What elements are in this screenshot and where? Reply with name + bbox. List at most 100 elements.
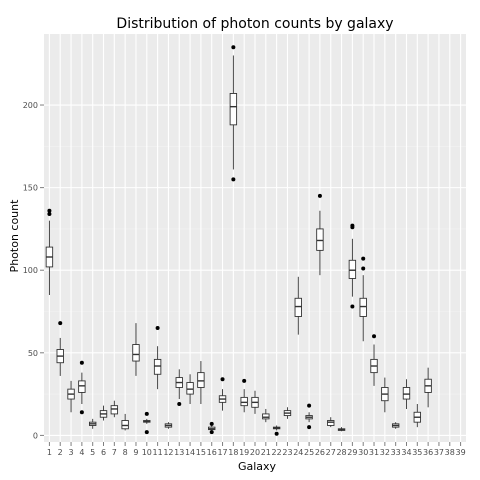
- x-tick-label: 7: [112, 448, 117, 457]
- box-iqr: [186, 382, 194, 395]
- outlier-point: [350, 304, 355, 309]
- box-series: [45, 45, 432, 436]
- outlier-point: [361, 266, 366, 271]
- box-group: [132, 323, 140, 376]
- box-group: [294, 276, 302, 335]
- x-tick-label: 21: [261, 448, 271, 457]
- outlier-point: [220, 377, 225, 382]
- box-group: [240, 378, 248, 413]
- x-tick-label: 17: [217, 448, 227, 457]
- y-tick-label: 0: [33, 431, 38, 440]
- box-group: [316, 193, 324, 276]
- outlier-point: [58, 321, 63, 326]
- x-tick-label: 11: [153, 448, 163, 457]
- outlier-point: [317, 193, 322, 198]
- box-iqr: [327, 420, 335, 426]
- outlier-point: [79, 360, 84, 365]
- x-tick-label: 6: [101, 448, 106, 457]
- box-group: [78, 360, 86, 415]
- box-iqr: [294, 297, 302, 317]
- box-group: [197, 361, 205, 405]
- outlier-point: [274, 431, 279, 436]
- box-iqr: [229, 93, 238, 126]
- outlier-point: [209, 421, 214, 426]
- box-group: [110, 400, 119, 418]
- box-group: [45, 208, 54, 295]
- x-tick-label: 16: [207, 448, 217, 457]
- box-group: [88, 418, 97, 429]
- box-iqr: [121, 420, 129, 430]
- x-tick-label: 30: [358, 448, 368, 457]
- box-group: [413, 404, 422, 428]
- outlier-point: [144, 411, 149, 416]
- box-group: [143, 411, 151, 435]
- x-axis-title: Galaxy: [238, 460, 277, 473]
- x-tick-label: 22: [272, 448, 282, 457]
- x-tick-label: 12: [163, 448, 173, 457]
- box-group: [359, 256, 367, 342]
- x-tick-label: 20: [250, 448, 260, 457]
- box-group: [327, 417, 335, 428]
- outlier-point: [307, 403, 312, 408]
- box-group: [153, 326, 162, 390]
- x-tick-label: 26: [315, 448, 325, 457]
- x-tick-label: 33: [391, 448, 401, 457]
- x-tick-label: 8: [123, 448, 128, 457]
- box-group: [186, 374, 194, 405]
- x-tick-label: 39: [455, 448, 465, 457]
- y-tick-label: 150: [23, 184, 38, 193]
- box-iqr: [132, 344, 140, 362]
- y-axis-title: Photon count: [8, 199, 21, 273]
- outlier-point: [177, 402, 182, 407]
- x-tick-label: 18: [228, 448, 238, 457]
- outlier-point: [372, 334, 377, 339]
- x-tick-label: 13: [174, 448, 184, 457]
- y-tick-label: 50: [28, 349, 38, 358]
- outlier-point: [350, 223, 355, 228]
- x-tick-label: 23: [282, 448, 292, 457]
- x-tick-label: 1: [47, 448, 52, 457]
- box-group: [229, 45, 238, 182]
- box-group: [262, 408, 270, 423]
- box-iqr: [240, 396, 248, 407]
- box-iqr: [348, 259, 357, 279]
- x-tick-label: 27: [326, 448, 336, 457]
- outlier-point: [361, 256, 366, 261]
- x-tick-label: 38: [445, 448, 455, 457]
- box-group: [164, 422, 173, 429]
- y-tick-label: 200: [23, 101, 38, 110]
- box-group: [67, 380, 75, 413]
- box-group: [272, 425, 281, 436]
- box-group: [121, 413, 129, 431]
- outlier-point: [79, 410, 84, 415]
- box-group: [424, 367, 432, 408]
- box-group: [175, 369, 183, 407]
- x-tick-label: 2: [58, 448, 63, 457]
- x-tick-label: 5: [90, 448, 95, 457]
- x-tick-label: 36: [423, 448, 433, 457]
- x-tick-label: 3: [69, 448, 74, 457]
- box-iqr: [262, 413, 270, 420]
- x-tick-label: 24: [293, 448, 303, 457]
- box-group: [251, 390, 259, 414]
- box-group: [337, 427, 346, 432]
- box-iqr: [359, 297, 367, 317]
- x-tick-label: 19: [239, 448, 249, 457]
- x-tick-label: 4: [79, 448, 84, 457]
- x-tick-label: 32: [380, 448, 390, 457]
- box-group: [348, 223, 357, 309]
- box-iqr: [110, 405, 119, 415]
- outlier-point: [231, 177, 236, 182]
- x-axis-ticks: 1 2 3 4 5 6 7 8 9 10 11 12 13 14 15 16 17 18 19 20 21 22 23 24 2…: [47, 442, 466, 457]
- x-tick-label: 14: [185, 448, 195, 457]
- box-group: [305, 403, 313, 430]
- chart-title: Distribution of photon counts by galaxy: [116, 16, 393, 32]
- box-group: [402, 379, 411, 409]
- x-tick-label: 37: [434, 448, 444, 457]
- outlier-point: [209, 430, 214, 435]
- x-tick-label: 10: [142, 448, 152, 457]
- box-group: [381, 377, 389, 413]
- x-tick-label: 15: [196, 448, 206, 457]
- outlier-point: [144, 430, 149, 435]
